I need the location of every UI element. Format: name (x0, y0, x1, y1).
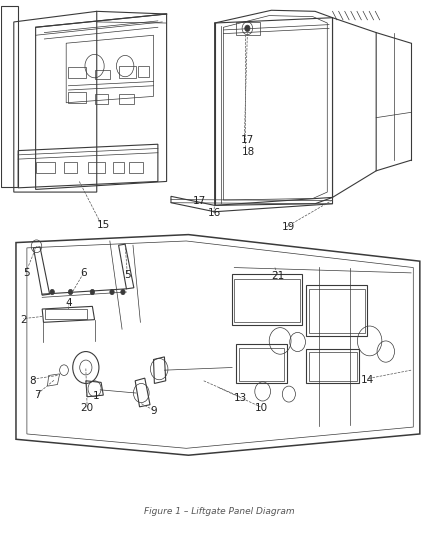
Bar (119, 94, 134, 104)
Circle shape (68, 289, 73, 295)
Bar (237, 344, 287, 383)
Text: 9: 9 (150, 406, 157, 416)
Text: 1: 1 (92, 391, 99, 401)
Bar (119, 66, 136, 78)
Text: 15: 15 (97, 220, 110, 230)
Text: 4: 4 (66, 297, 73, 308)
Text: 16: 16 (208, 208, 221, 219)
Bar (308, 352, 357, 381)
Bar (237, 22, 261, 35)
Bar (64, 162, 77, 173)
Text: 20: 20 (81, 403, 94, 414)
Text: 18: 18 (242, 147, 255, 157)
Text: 8: 8 (29, 376, 35, 386)
Bar (306, 285, 367, 336)
Bar (45, 309, 87, 319)
Text: 2: 2 (20, 314, 27, 325)
Bar (113, 162, 124, 173)
Bar (95, 70, 110, 79)
Text: 7: 7 (35, 390, 41, 400)
Text: 10: 10 (255, 403, 268, 414)
Circle shape (110, 289, 114, 295)
Text: 17: 17 (241, 135, 254, 145)
Text: 5: 5 (23, 268, 29, 278)
Bar (35, 162, 55, 173)
Text: 14: 14 (361, 375, 374, 385)
Bar (239, 348, 285, 381)
Bar (138, 66, 149, 77)
Bar (95, 94, 108, 104)
Bar (234, 279, 300, 322)
Bar (130, 162, 143, 173)
Text: 5: 5 (124, 270, 131, 280)
Text: 19: 19 (282, 222, 296, 232)
Circle shape (121, 289, 125, 295)
Bar (68, 67, 86, 78)
Circle shape (245, 25, 250, 31)
Text: 21: 21 (271, 271, 285, 281)
Text: 6: 6 (80, 269, 87, 278)
Bar (306, 349, 359, 383)
Bar (308, 289, 365, 333)
Text: 13: 13 (234, 393, 247, 403)
Circle shape (90, 289, 95, 295)
Bar (232, 274, 302, 325)
Text: 17: 17 (193, 196, 206, 206)
Bar (88, 162, 106, 173)
Text: Figure 1 – Liftgate Panel Diagram: Figure 1 – Liftgate Panel Diagram (144, 506, 294, 515)
Bar (68, 92, 86, 103)
Circle shape (50, 289, 54, 295)
